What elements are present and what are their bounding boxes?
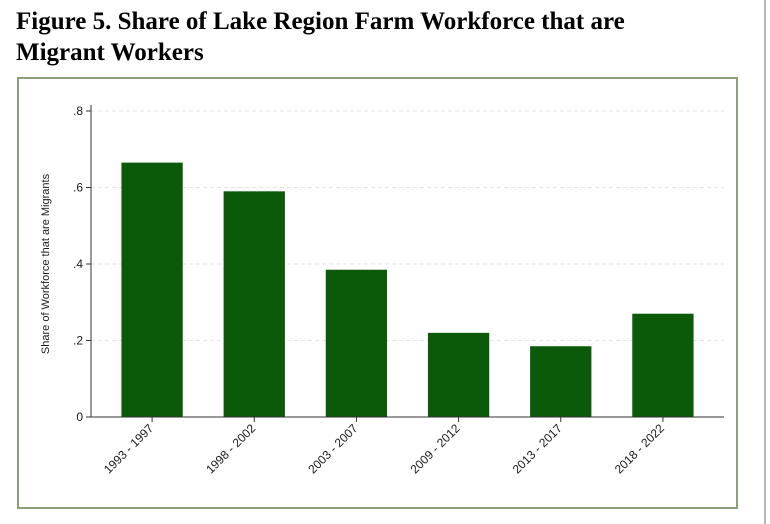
x-tick-label: 2003 - 2007 [305, 421, 360, 476]
bar [632, 313, 694, 417]
y-tick-label: .2 [73, 334, 83, 348]
y-tick-label: .4 [73, 257, 83, 271]
x-tick-label: 1993 - 1997 [101, 421, 156, 476]
bar [121, 162, 183, 417]
x-tick-label: 2009 - 2012 [408, 421, 463, 476]
x-tick-label: 1998 - 2002 [203, 421, 258, 476]
figure-title-line-1: Figure 5. Share of Lake Region Farm Work… [16, 8, 625, 35]
bar-chart: 0 .2 .4 .6 .8 1993 - 1997 1998 - 2002 2003 - 20… [40, 104, 724, 476]
bar [223, 191, 285, 417]
x-tick-label: 2018 - 2022 [612, 421, 667, 476]
y-tick-label: .6 [73, 181, 83, 195]
figure-title-line-2: Migrant Workers [16, 39, 204, 66]
figure-title: Figure 5. Share of Lake Region Farm Work… [16, 6, 756, 68]
y-tick-label: 0 [76, 410, 83, 424]
y-tick-label: .8 [73, 104, 83, 118]
y-axis-label: Share of Workforce that are Migrants [40, 173, 52, 354]
bars [121, 162, 694, 417]
bar [427, 332, 490, 417]
bar [325, 269, 388, 417]
x-tick-label: 2013 - 2017 [510, 421, 565, 476]
chart-frame: 0 .2 .4 .6 .8 1993 - 1997 1998 - 2002 2003 - 20… [17, 77, 738, 509]
bar [530, 346, 592, 417]
gridlines [91, 110, 724, 341]
page-edge-divider [764, 0, 766, 524]
